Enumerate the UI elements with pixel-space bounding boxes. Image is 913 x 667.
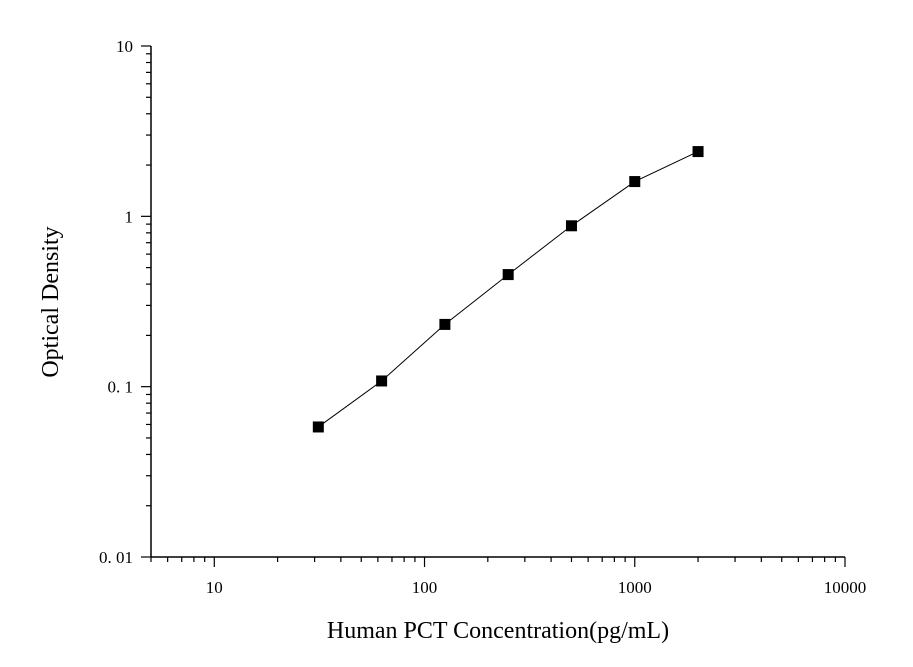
series-line (318, 151, 699, 428)
x-tick-label: 100 (412, 578, 438, 597)
y-tick-label: 0. 1 (108, 378, 134, 397)
axes (150, 46, 845, 558)
y-tick-label: 10 (116, 37, 133, 56)
data-point (692, 146, 704, 158)
y-axis-ticks: 0. 01 0. 1 1 10 (99, 37, 151, 567)
data-point (565, 220, 577, 232)
data-series (312, 146, 704, 433)
data-point (439, 318, 451, 330)
x-tick-label: 1000 (618, 578, 652, 597)
y-tick-label: 1 (125, 207, 134, 226)
x-axis-title: Human PCT Concentration(pg/mL) (327, 618, 669, 644)
data-point (629, 176, 641, 188)
y-tick-label: 0. 01 (99, 548, 133, 567)
data-point (502, 269, 514, 281)
data-point (312, 421, 324, 433)
data-point (376, 375, 388, 387)
x-tick-label: 10000 (824, 578, 867, 597)
x-axis-ticks: 10 100 1000 10000 (150, 557, 867, 597)
x-tick-label: 10 (206, 578, 223, 597)
y-axis-title: Optical Density (38, 226, 64, 377)
